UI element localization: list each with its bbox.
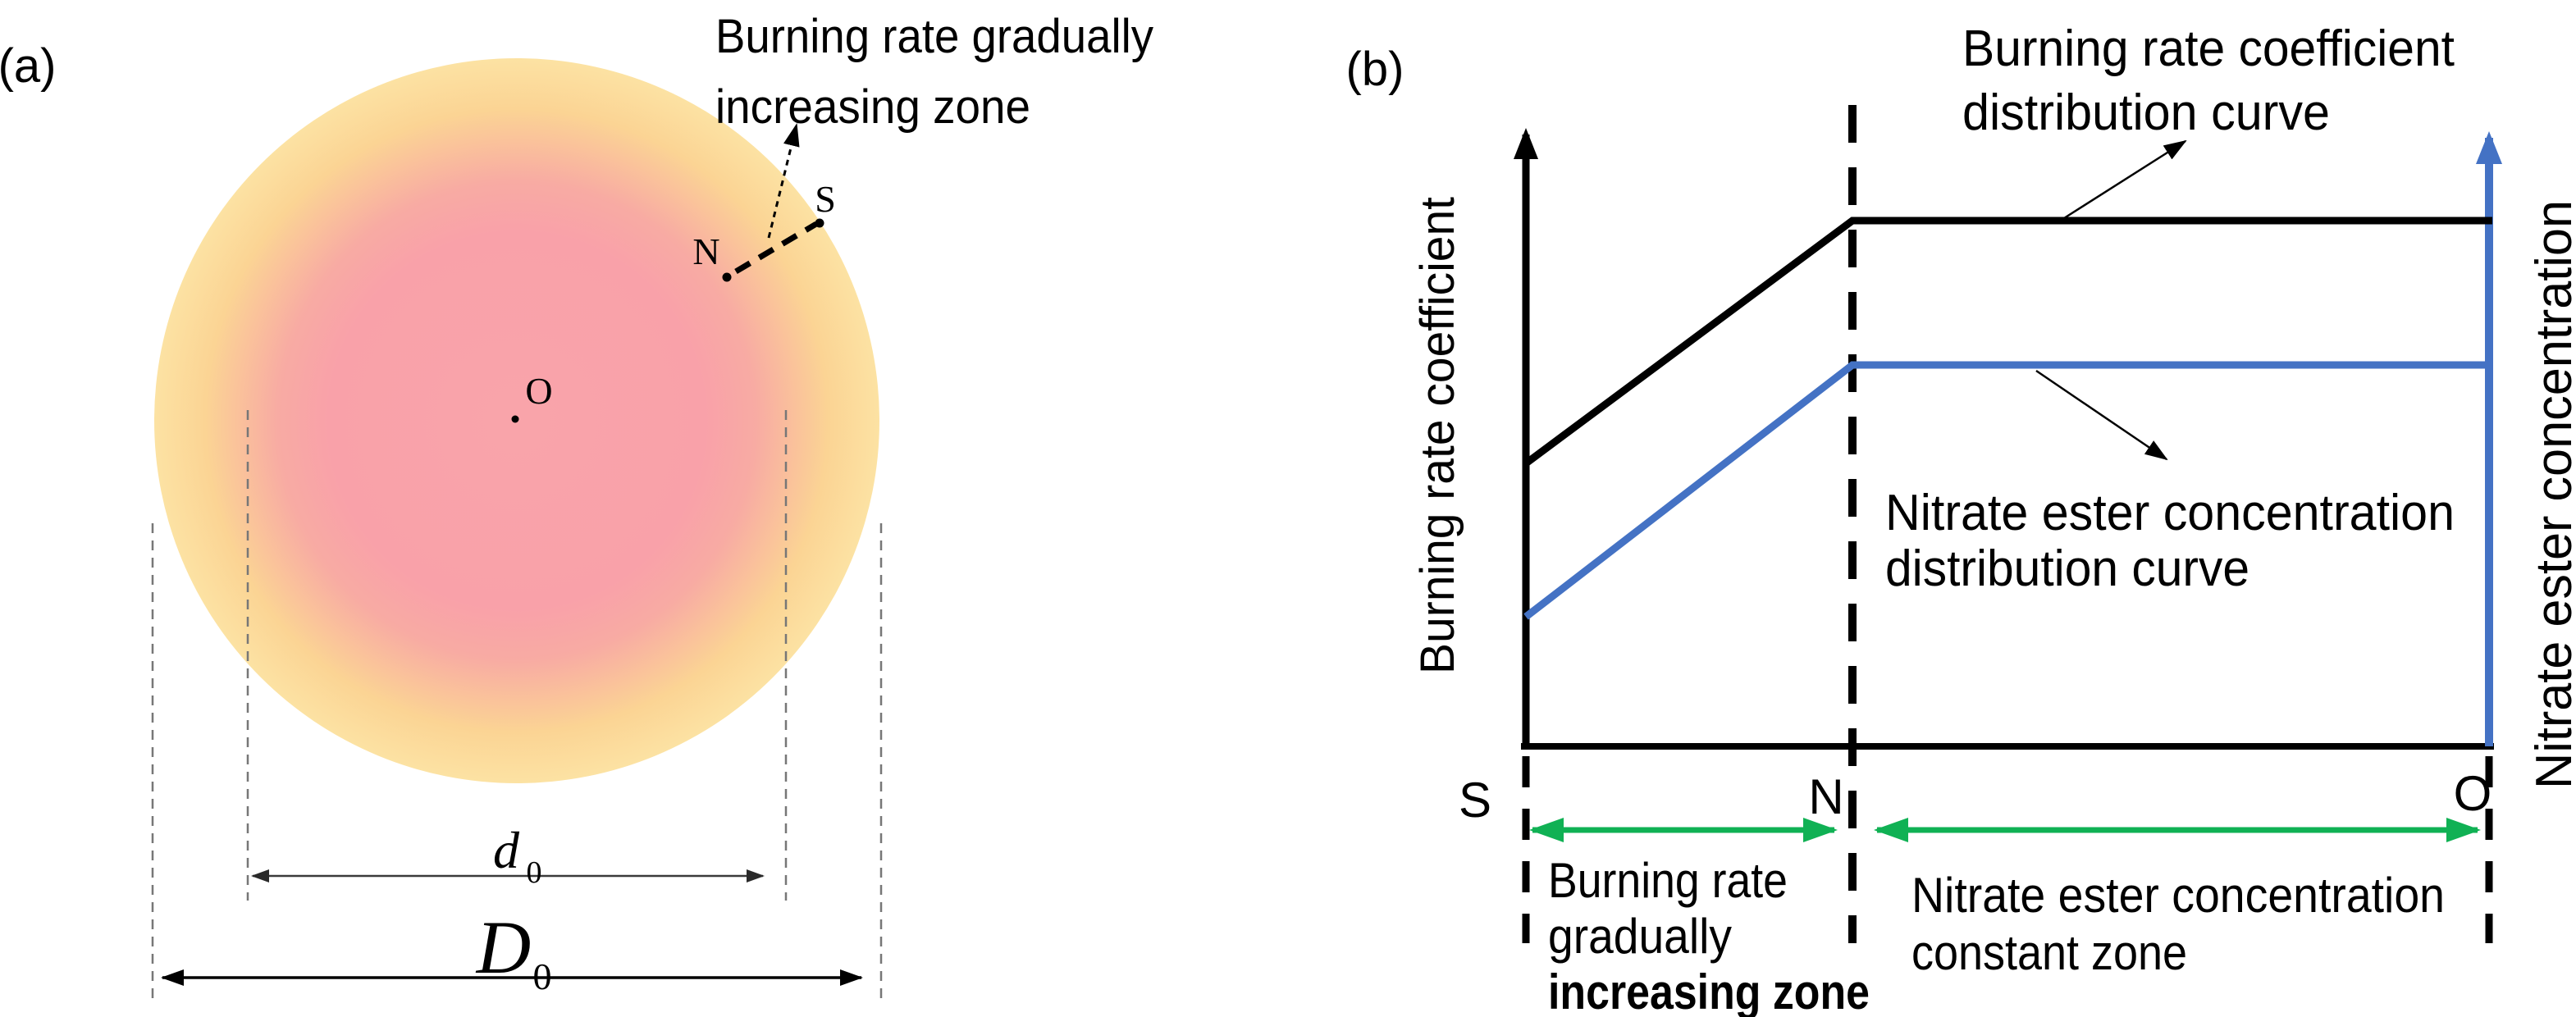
zone-left-line2: gradually	[1548, 909, 1732, 964]
black-curve-annotation-arrow	[2063, 139, 2187, 220]
panel-a-annotation-line1: Burning rate gradually	[715, 10, 1153, 63]
black-curve-label-line2: distribution curve	[1962, 84, 2330, 141]
x-tick-o: O	[2454, 766, 2492, 821]
blue-curve-label-line2: distribution curve	[1885, 540, 2249, 597]
zone-right-line2: constant zone	[1911, 925, 2187, 980]
d0-label-main: d	[493, 821, 520, 879]
zone-left-line1: Burning rate	[1548, 853, 1788, 908]
black-curve-label-line1: Burning rate coefficient	[1962, 21, 2455, 77]
x-tick-n: N	[1808, 769, 1843, 824]
blue-curve-annotation-arrow	[2035, 369, 2168, 461]
d0-label-sub: 0	[527, 855, 542, 890]
point-o-label: O	[525, 370, 552, 412]
nitrate-ester-curve	[1523, 361, 2492, 620]
zone-right-line1: Nitrate ester concentration	[1911, 868, 2445, 923]
right-axis-title: Nitrate ester concentration	[2526, 200, 2576, 789]
D0-label-main: D	[475, 905, 531, 989]
panel-a-annotation-line2: increasing zone	[715, 80, 1030, 134]
point-s-label: S	[815, 178, 836, 220]
point-n-dot	[722, 272, 732, 282]
left-axis-title: Burning rate coefficient	[1411, 197, 1464, 674]
point-n-label: N	[692, 230, 719, 272]
ns-dashed-segment	[734, 221, 818, 275]
panel-b-label: (b)	[1346, 43, 1404, 96]
zone-annotation-arrow	[767, 123, 800, 239]
panel-a-label: (a)	[0, 39, 56, 93]
point-o-dot	[511, 415, 519, 423]
zone-left-line3: increasing zone	[1548, 965, 1870, 1017]
D0-label-sub: 0	[533, 955, 552, 997]
blue-curve-label-line1: Nitrate ester concentration	[1885, 485, 2455, 541]
x-tick-s: S	[1459, 773, 1491, 828]
burning-rate-curve	[1523, 217, 2492, 467]
point-s-dot	[815, 218, 824, 228]
